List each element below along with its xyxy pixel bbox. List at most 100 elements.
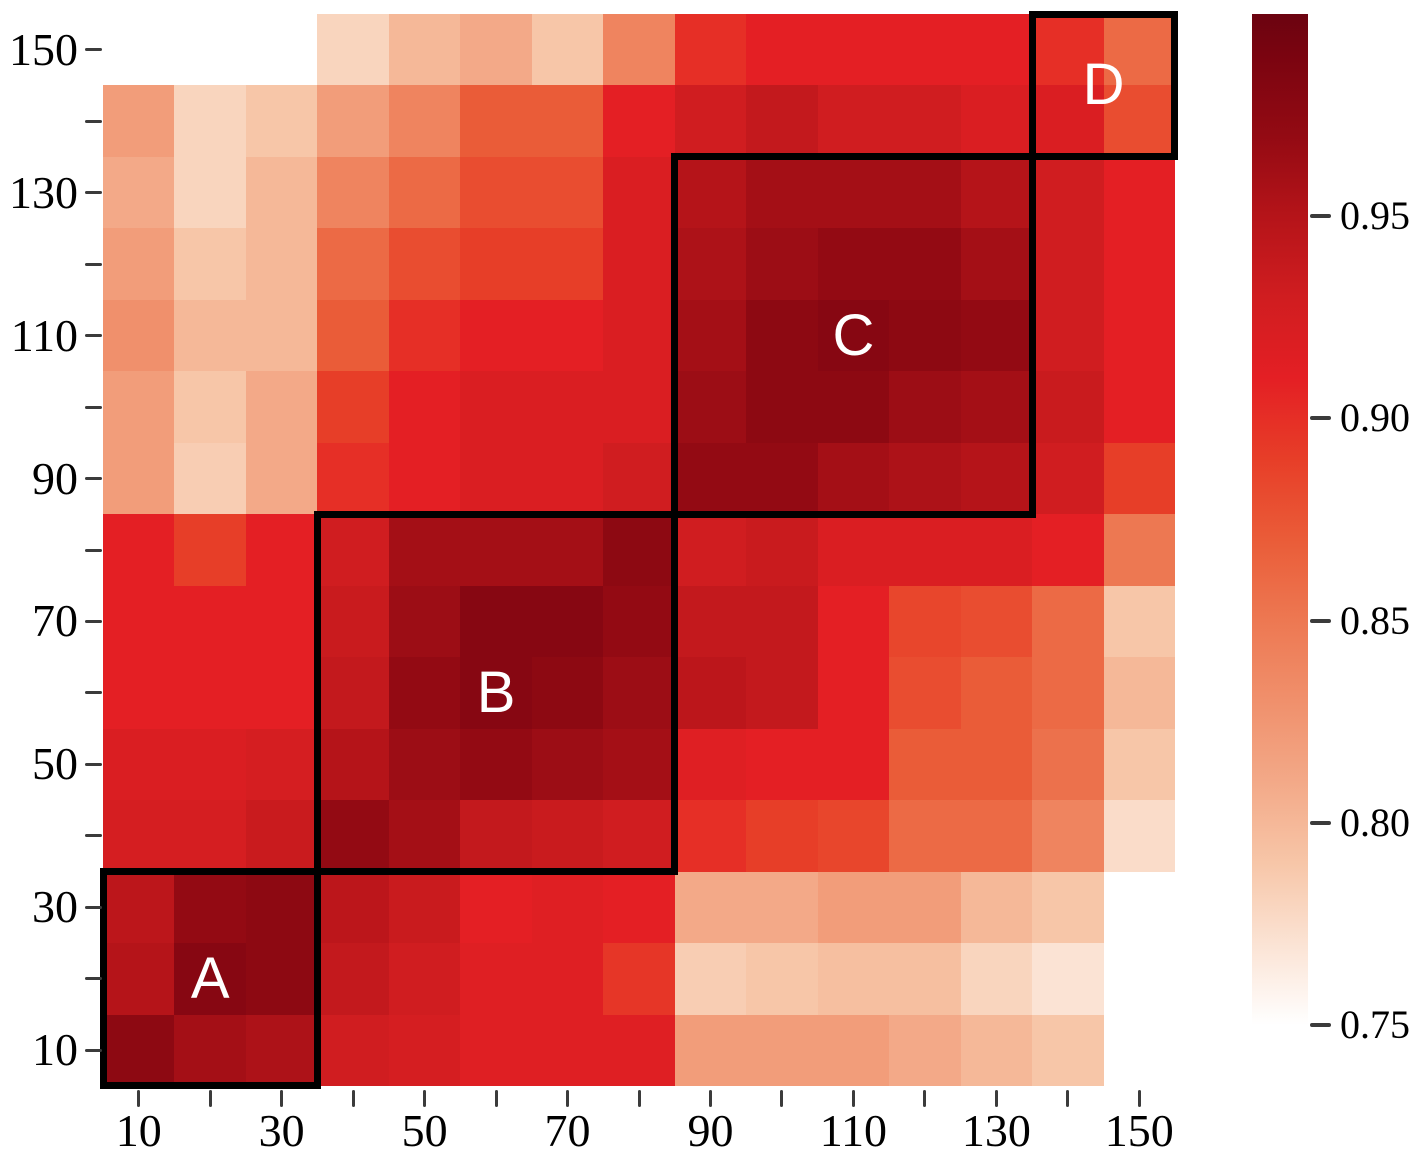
heatmap-cell <box>174 1014 246 1086</box>
y-axis-tick <box>85 191 102 195</box>
heatmap-cell <box>317 585 389 658</box>
heatmap-cell <box>746 657 818 729</box>
heatmap-cell <box>889 156 961 229</box>
heatmap-cell <box>103 514 175 586</box>
heatmap-cell <box>603 442 675 515</box>
heatmap-cell <box>817 228 890 300</box>
heatmap-cell <box>1103 14 1175 86</box>
heatmap-cell <box>817 14 890 86</box>
x-axis-tick-label: 130 <box>961 1105 1031 1156</box>
heatmap-cell <box>746 442 818 515</box>
heatmap-cell <box>460 14 532 86</box>
y-axis-tick <box>85 119 102 123</box>
heatmap-cell <box>460 800 532 872</box>
heatmap-cell <box>603 871 675 944</box>
heatmap-cell <box>317 442 389 515</box>
heatmap-cell <box>103 1014 175 1086</box>
heatmap-cell <box>746 299 818 372</box>
heatmap-cell <box>746 156 818 229</box>
heatmap-cell <box>103 371 175 443</box>
y-axis-tick <box>85 619 102 623</box>
heatmap-cell <box>531 728 604 801</box>
heatmap-cell <box>388 585 461 658</box>
heatmap-cell <box>603 1014 675 1086</box>
heatmap-cell <box>817 800 890 872</box>
colorbar-tick <box>1310 820 1331 825</box>
heatmap-cell <box>103 585 175 658</box>
heatmap-cell <box>603 585 675 658</box>
heatmap-cell <box>388 228 461 300</box>
heatmap-cell <box>960 585 1033 658</box>
heatmap-cell <box>174 156 246 229</box>
y-axis-tick <box>85 477 102 481</box>
heatmap-cell <box>245 1014 318 1086</box>
heatmap-cell <box>674 800 747 872</box>
heatmap-cell <box>960 442 1033 515</box>
x-axis-tick <box>566 1090 570 1107</box>
x-axis-tick-label: 110 <box>819 1105 888 1156</box>
y-axis-tick <box>85 834 102 838</box>
x-axis-tick <box>923 1090 927 1107</box>
x-axis-tick-label: 150 <box>1104 1105 1174 1156</box>
y-axis-tick <box>85 691 102 695</box>
heatmap-cell <box>388 299 461 372</box>
heatmap-cell <box>245 514 318 586</box>
x-axis-tick <box>280 1090 284 1107</box>
heatmap-cell <box>746 585 818 658</box>
colorbar-tick <box>1310 618 1331 623</box>
heatmap-cell <box>103 943 175 1015</box>
y-axis-tick <box>85 762 102 766</box>
heatmap-cell <box>317 1014 389 1086</box>
heatmap-cell <box>460 728 532 801</box>
heatmap-cell <box>746 85 818 157</box>
heatmap-cell <box>603 371 675 443</box>
heatmap-cell <box>174 442 246 515</box>
heatmap-cell <box>531 1014 604 1086</box>
heatmap-cell <box>103 657 175 729</box>
y-axis-tick-label: 90 <box>32 452 78 504</box>
heatmap-cell <box>388 14 461 86</box>
heatmap-cell <box>817 156 890 229</box>
heatmap-cell <box>1032 371 1104 443</box>
heatmap-cell <box>1032 728 1104 801</box>
heatmap-cell <box>1103 728 1175 801</box>
heatmap-cell <box>174 228 246 300</box>
heatmap-cell <box>317 657 389 729</box>
heatmap-cell <box>317 800 389 872</box>
heatmap-cell <box>388 156 461 229</box>
heatmap-cell <box>460 371 532 443</box>
heatmap-cell <box>317 728 389 801</box>
heatmap-cell <box>531 156 604 229</box>
heatmap-cell <box>460 943 532 1015</box>
y-axis-tick <box>85 48 102 52</box>
y-axis-tick-label: 70 <box>32 595 78 647</box>
x-axis-tick-label: 50 <box>401 1105 448 1156</box>
heatmap-cell <box>1103 585 1175 658</box>
y-axis-tick <box>85 334 102 338</box>
heatmap-cell <box>388 442 461 515</box>
heatmap-cell <box>817 585 890 658</box>
heatmap-cell <box>460 85 532 157</box>
heatmap-cell <box>531 442 604 515</box>
x-axis-tick <box>494 1090 498 1107</box>
heatmap-cell <box>245 371 318 443</box>
heatmap-cell <box>317 299 389 372</box>
heatmap-cell <box>960 228 1033 300</box>
heatmap-cell <box>889 514 961 586</box>
heatmap-cell <box>603 14 675 86</box>
heatmap-cell <box>1103 657 1175 729</box>
heatmap-cell <box>245 943 318 1015</box>
heatmap-cell <box>245 14 318 86</box>
heatmap-cell <box>174 728 246 801</box>
heatmap-cell <box>603 657 675 729</box>
x-axis-tick <box>1137 1090 1141 1107</box>
heatmap-cell <box>674 228 747 300</box>
heatmap-cell <box>746 14 818 86</box>
colorbar-tick <box>1310 214 1331 219</box>
heatmap-cell <box>460 1014 532 1086</box>
y-axis-tick <box>85 1048 102 1052</box>
heatmap-cell <box>388 514 461 586</box>
heatmap-cell <box>245 85 318 157</box>
heatmap-cell <box>174 657 246 729</box>
heatmap-cell <box>174 585 246 658</box>
